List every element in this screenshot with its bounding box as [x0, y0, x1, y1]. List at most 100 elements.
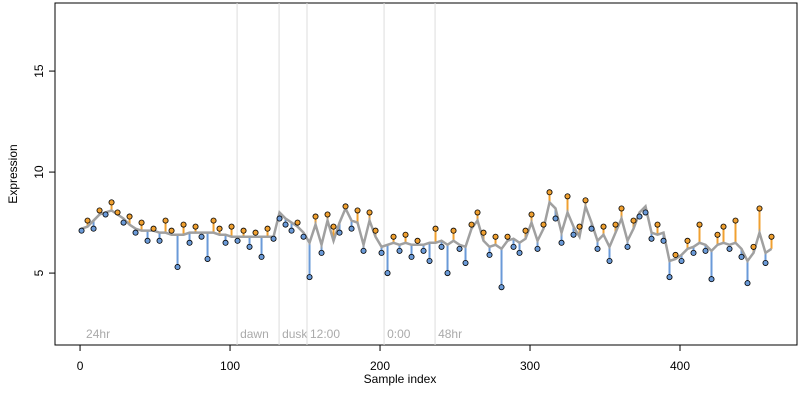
data-point [468, 221, 475, 228]
data-point [138, 219, 145, 226]
data-point [756, 205, 763, 212]
data-point [702, 247, 709, 254]
data-point [258, 253, 265, 260]
data-point [552, 215, 559, 222]
data-point [192, 223, 199, 230]
data-point [708, 276, 715, 283]
data-point [324, 211, 331, 218]
data-point [84, 217, 91, 224]
data-point [366, 209, 373, 216]
data-point [378, 249, 385, 256]
data-point [144, 237, 151, 244]
data-point [282, 221, 289, 228]
data-point [390, 233, 397, 240]
data-point [246, 243, 253, 250]
x-tick-label: 400 [670, 359, 690, 373]
x-tick-label: 100 [220, 359, 240, 373]
data-point [696, 221, 703, 228]
data-point [342, 203, 349, 210]
data-point [318, 249, 325, 256]
data-point [354, 207, 361, 214]
data-point [588, 225, 595, 232]
data-point [216, 225, 223, 232]
data-point [438, 243, 445, 250]
data-point [312, 213, 319, 220]
data-point [750, 243, 757, 250]
plot-frame [54, 2, 798, 346]
x-tick-label: 300 [520, 359, 540, 373]
data-point [612, 221, 619, 228]
data-point [426, 257, 433, 264]
data-point [618, 205, 625, 212]
data-point [522, 227, 529, 234]
data-point [132, 229, 139, 236]
data-point [150, 225, 157, 232]
data-point [198, 233, 205, 240]
data-point [204, 255, 211, 262]
data-point [450, 227, 457, 234]
data-point [174, 264, 181, 271]
data-point [348, 225, 355, 232]
data-point [624, 243, 631, 250]
y-tick-label: 15 [32, 64, 46, 78]
annotation: dusk [282, 327, 308, 341]
data-point [738, 253, 745, 260]
data-point [654, 221, 661, 228]
data-point [120, 219, 127, 226]
y-tick-label: 10 [32, 165, 46, 179]
data-point [546, 189, 553, 196]
data-point [294, 219, 301, 226]
data-point [684, 237, 691, 244]
data-point [396, 247, 403, 254]
data-point [498, 284, 505, 291]
data-point [534, 245, 541, 252]
data-point [372, 227, 379, 234]
data-point [264, 225, 271, 232]
data-point [648, 235, 655, 242]
data-point [492, 233, 499, 240]
annotation: 12:00 [310, 327, 340, 341]
data-point [558, 239, 565, 246]
data-point [288, 227, 295, 234]
data-point [744, 280, 751, 287]
data-point [582, 197, 589, 204]
data-point [114, 209, 121, 216]
data-point [228, 223, 235, 230]
data-point [528, 211, 535, 218]
data-point [576, 223, 583, 230]
data-point [714, 231, 721, 238]
data-point [156, 237, 163, 244]
data-point [252, 229, 259, 236]
data-point [108, 199, 115, 206]
data-point [330, 223, 337, 230]
data-point [474, 209, 481, 216]
data-point [726, 245, 733, 252]
data-point [462, 259, 469, 266]
annotation: 0:00 [387, 327, 411, 341]
data-point [690, 249, 697, 256]
data-point [678, 257, 685, 264]
data-point [180, 221, 187, 228]
data-point [186, 239, 193, 246]
data-point [414, 237, 421, 244]
data-point [234, 237, 241, 244]
data-point [720, 223, 727, 230]
data-point [540, 221, 547, 228]
data-point [162, 217, 169, 224]
data-point [408, 253, 415, 260]
data-point [444, 270, 451, 277]
data-point [600, 223, 607, 230]
data-point [636, 213, 643, 220]
data-point [102, 211, 109, 218]
data-point [570, 231, 577, 238]
data-point [78, 227, 85, 234]
data-point [90, 225, 97, 232]
data-point [666, 274, 673, 281]
data-point [510, 243, 517, 250]
fit-line [81, 199, 773, 264]
data-point [432, 225, 439, 232]
data-point [486, 251, 493, 258]
data-point [642, 209, 649, 216]
data-point [480, 229, 487, 236]
